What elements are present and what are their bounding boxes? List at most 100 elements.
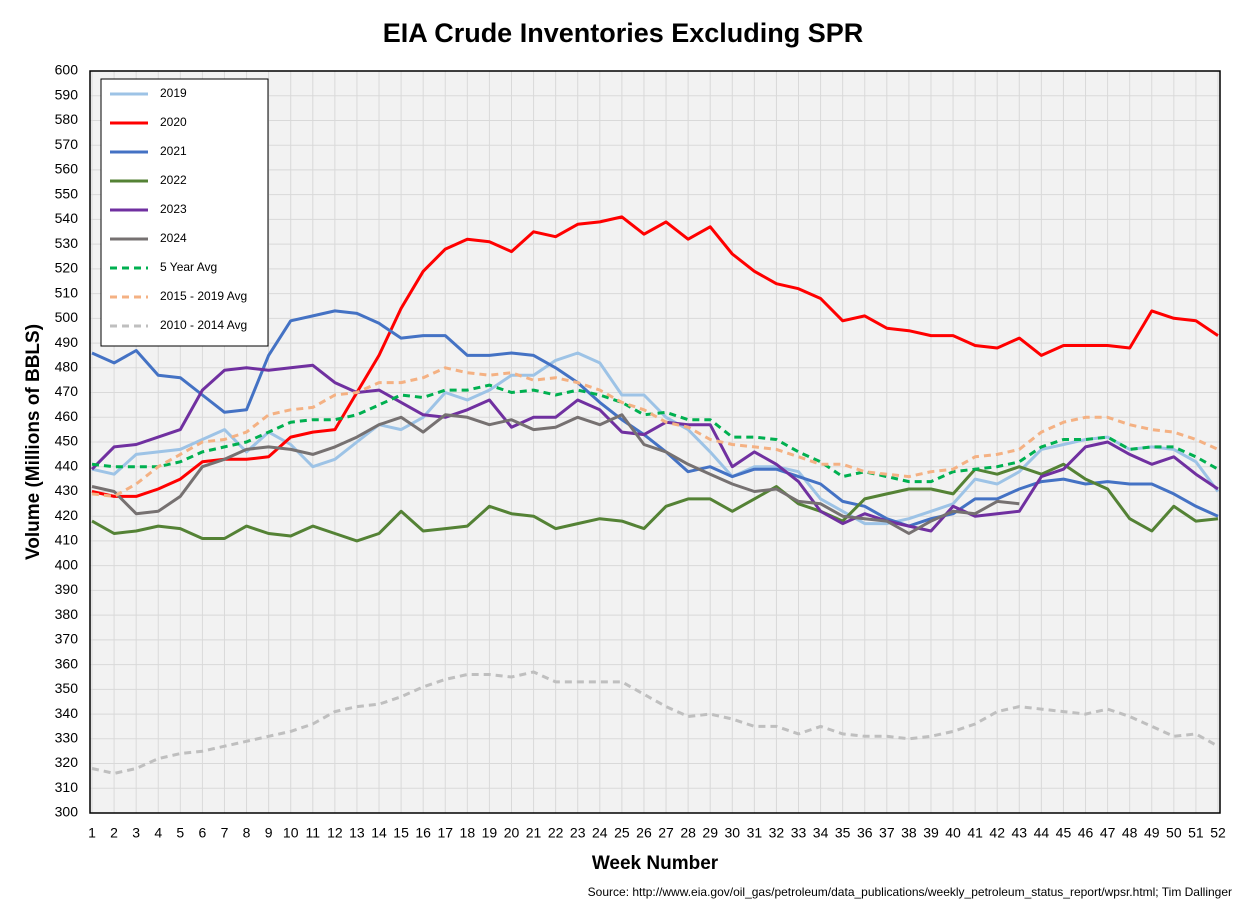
y-tick-label: 550 <box>55 185 79 201</box>
grid <box>90 70 1220 814</box>
x-tick-label: 9 <box>265 825 273 841</box>
y-tick-label: 330 <box>55 730 79 746</box>
y-tick-label: 320 <box>55 754 79 770</box>
x-tick-label: 4 <box>154 825 162 841</box>
plot-frame <box>89 70 1221 814</box>
y-tick-label: 350 <box>55 680 79 696</box>
y-tick-label: 560 <box>55 161 79 177</box>
y-tick-label: 530 <box>55 235 79 251</box>
y-tick-label: 580 <box>55 111 79 127</box>
legend: 2019 2020 2021 2022 2023 2024 5 Year Avg 2015 -… <box>100 78 269 347</box>
legend-label: 5 Year Avg <box>160 260 217 274</box>
y-axis-label: Volume (Millions of BBLS) <box>23 324 44 560</box>
y-tick-label: 440 <box>55 457 79 473</box>
x-tick-label: 13 <box>349 825 365 841</box>
chart-title: EIA Crude Inventories Excluding SPR <box>383 18 864 48</box>
legend-label: 2022 <box>160 173 187 187</box>
legend-label: 2023 <box>160 202 187 216</box>
x-tick-label: 17 <box>437 825 453 841</box>
x-tick-label: 42 <box>989 825 1005 841</box>
y-tick-label: 480 <box>55 359 79 375</box>
y-tick-label: 570 <box>55 136 79 152</box>
x-tick-label: 18 <box>460 825 476 841</box>
y-tick-label: 430 <box>55 482 79 498</box>
series-line <box>91 309 1219 528</box>
x-tick-label: 5 <box>176 825 184 841</box>
x-tick-label: 2 <box>110 825 118 841</box>
series-line <box>91 351 1220 526</box>
x-tick-label: 52 <box>1210 825 1226 841</box>
x-tick-label: 33 <box>791 825 807 841</box>
x-tick-label: 45 <box>1056 825 1072 841</box>
x-tick-label: 46 <box>1078 825 1094 841</box>
x-tick-label: 49 <box>1144 825 1160 841</box>
x-tick-label: 47 <box>1100 825 1116 841</box>
y-tick-label: 390 <box>55 581 79 597</box>
x-tick-label: 12 <box>327 825 343 841</box>
y-tick-label: 300 <box>55 804 79 820</box>
y-tick-label: 510 <box>55 284 79 300</box>
series-line <box>91 383 1219 484</box>
x-tick-label: 16 <box>415 825 431 841</box>
y-tick-label: 360 <box>55 655 79 671</box>
x-tick-label: 8 <box>243 825 251 841</box>
series-line <box>91 413 1020 535</box>
y-tick-label: 400 <box>55 556 79 572</box>
y-tick-label: 370 <box>55 631 79 647</box>
x-tick-label: 50 <box>1166 825 1182 841</box>
x-tick-label: 38 <box>901 825 917 841</box>
x-tick-label: 20 <box>504 825 520 841</box>
legend-label: 2021 <box>160 144 187 158</box>
lines <box>90 215 1220 775</box>
x-tick-label: 51 <box>1188 825 1204 841</box>
x-tick-label: 41 <box>967 825 983 841</box>
x-tick-label: 7 <box>221 825 229 841</box>
x-tick-label: 26 <box>636 825 652 841</box>
series-line <box>91 462 1219 543</box>
series-line <box>90 363 1219 533</box>
x-tick-label: 15 <box>393 825 409 841</box>
x-tick-label: 39 <box>923 825 939 841</box>
legend-label: 2019 <box>160 86 187 100</box>
x-tick-label: 40 <box>945 825 961 841</box>
x-tick-label: 14 <box>371 825 387 841</box>
x-tick-label: 35 <box>835 825 851 841</box>
legend-label: 2015 - 2019 Avg <box>160 289 247 303</box>
y-tick-label: 310 <box>55 779 79 795</box>
series-line <box>91 670 1219 775</box>
x-tick-label: 34 <box>813 825 829 841</box>
x-tick-label: 6 <box>198 825 206 841</box>
x-tick-label: 36 <box>857 825 873 841</box>
x-tick-label: 10 <box>283 825 299 841</box>
x-tick-label: 24 <box>592 825 608 841</box>
y-tick-label: 420 <box>55 507 79 523</box>
x-tick-label: 23 <box>570 825 586 841</box>
y-tick-label: 460 <box>55 408 79 424</box>
x-tick-label: 30 <box>724 825 740 841</box>
x-tick-label: 44 <box>1034 825 1050 841</box>
x-tick-label: 28 <box>680 825 696 841</box>
x-axis-label: Week Number <box>592 853 719 874</box>
y-tick-label: 490 <box>55 334 79 350</box>
y-tick-label: 600 <box>55 62 79 78</box>
legend-label: 2024 <box>160 231 187 245</box>
x-tick-label: 22 <box>548 825 564 841</box>
x-tick-label: 25 <box>614 825 630 841</box>
x-tick-label: 31 <box>747 825 763 841</box>
x-tick-label: 32 <box>769 825 785 841</box>
y-tick-label: 410 <box>55 532 79 548</box>
series-line <box>91 366 1219 498</box>
y-tick-label: 540 <box>55 210 79 226</box>
legend-label: 2020 <box>160 115 187 129</box>
x-tick-label: 37 <box>879 825 895 841</box>
x-tick-label: 27 <box>658 825 674 841</box>
x-tick-label: 19 <box>482 825 498 841</box>
source-note: Source: http://www.eia.gov/oil_gas/petro… <box>588 885 1232 899</box>
x-tick-label: 3 <box>132 825 140 841</box>
y-tick-label: 340 <box>55 705 79 721</box>
legend-label: 2010 - 2014 Avg <box>160 318 247 332</box>
x-tick-label: 21 <box>526 825 542 841</box>
y-tick-label: 500 <box>55 309 79 325</box>
y-tick-label: 590 <box>55 86 79 102</box>
